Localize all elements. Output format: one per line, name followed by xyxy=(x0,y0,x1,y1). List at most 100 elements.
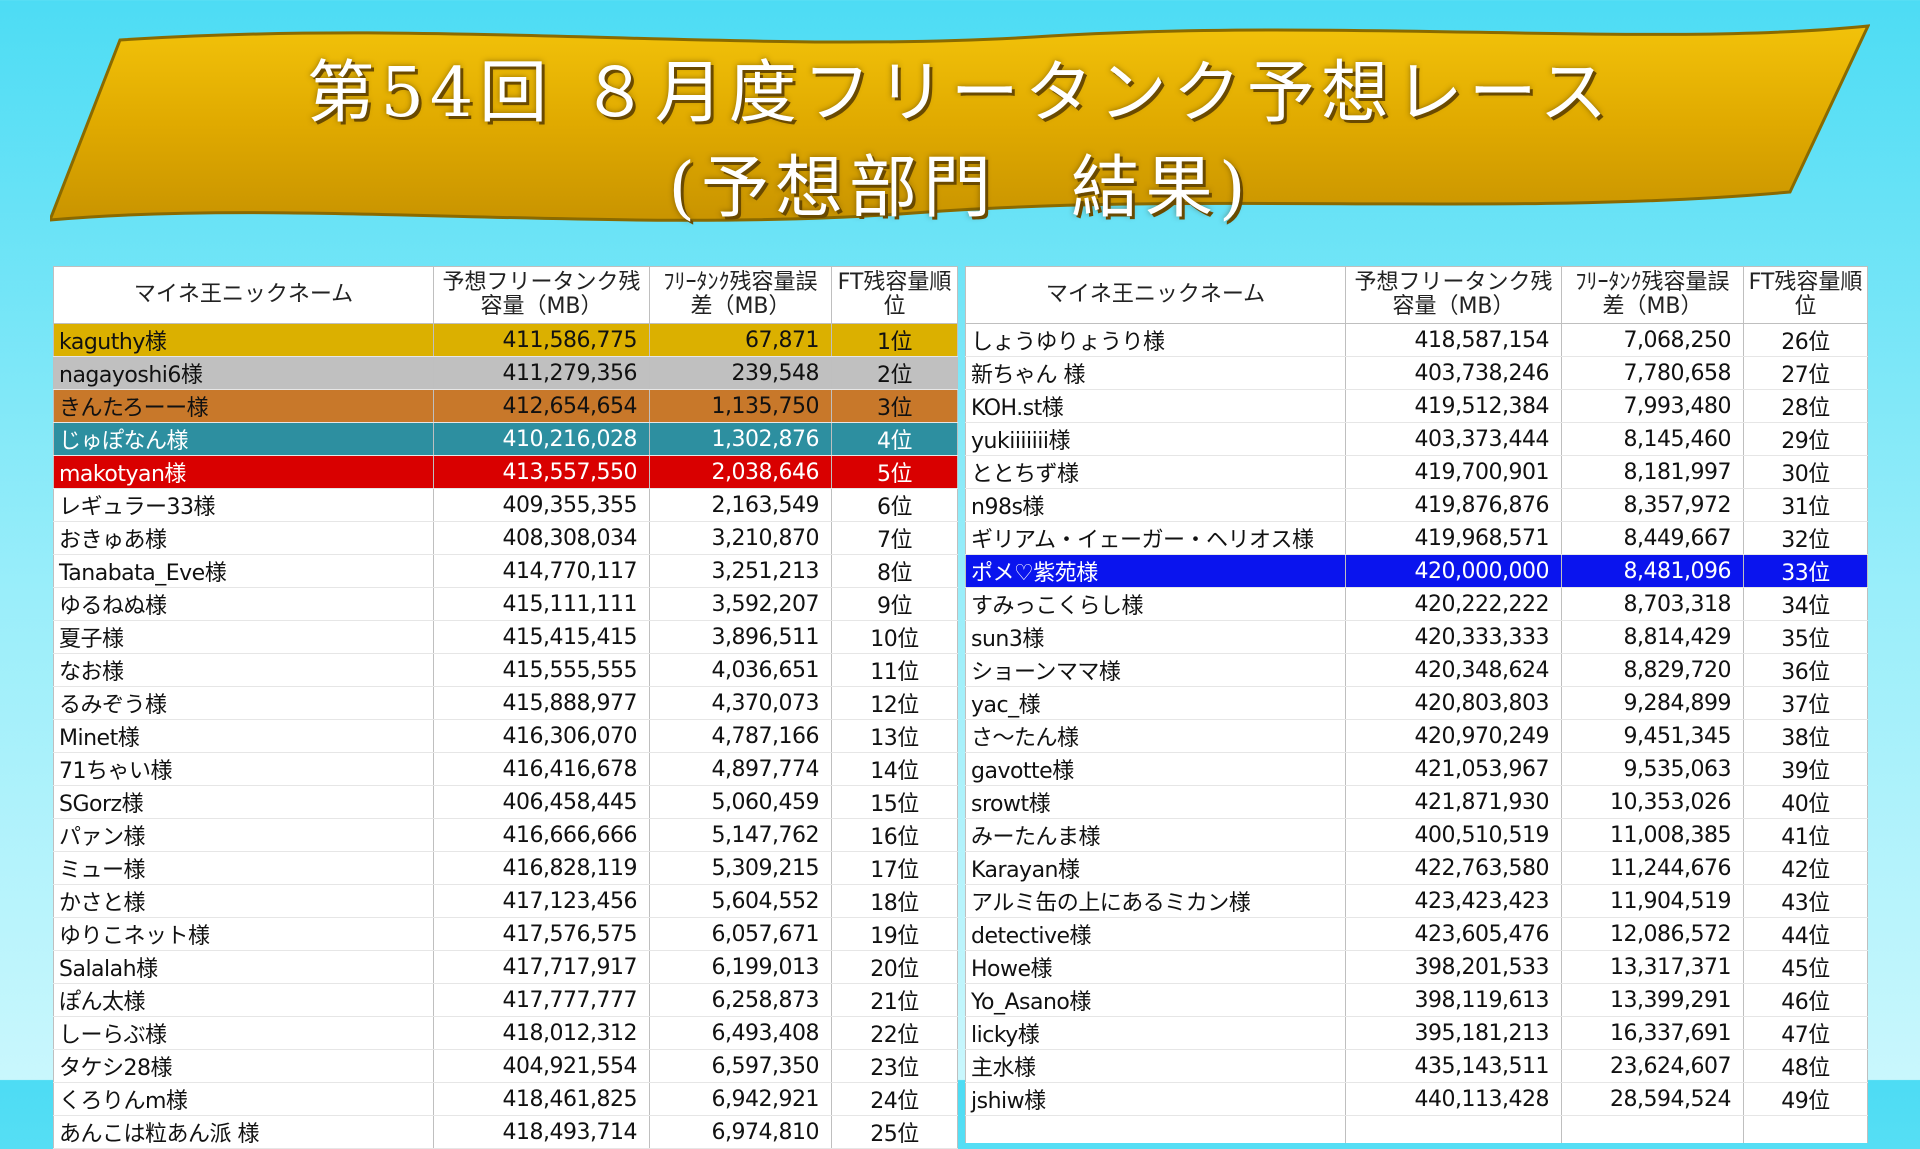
capacity-diff: 4,787,166 xyxy=(649,719,832,753)
predicted-capacity: 412,654,654 xyxy=(433,389,650,423)
capacity-diff: 3,592,207 xyxy=(649,587,832,621)
predicted-capacity: 403,738,246 xyxy=(1345,356,1562,390)
participant-name: detective様 xyxy=(965,917,1346,951)
table-row: すみっこくらし様 420,222,222 8,703,318 34位 xyxy=(965,587,1868,621)
table-row: ミュー様 416,828,119 5,309,215 17位 xyxy=(53,851,958,885)
predicted-capacity: 404,921,554 xyxy=(433,1049,650,1083)
table-row: なお様 415,555,555 4,036,651 11位 xyxy=(53,653,958,687)
predicted-capacity: 421,871,930 xyxy=(1345,785,1562,819)
capacity-diff: 11,244,676 xyxy=(1561,851,1744,885)
predicted-capacity: 415,555,555 xyxy=(433,653,650,687)
table-row: くろりんm様 418,461,825 6,942,921 24位 xyxy=(53,1082,958,1116)
table-row: makotyan様 413,557,550 2,038,646 5位 xyxy=(53,455,958,489)
participant-name: licky様 xyxy=(965,1016,1346,1050)
participant-name: Salalah様 xyxy=(53,950,434,984)
participant-name: パァン様 xyxy=(53,818,434,852)
predicted-capacity: 422,763,580 xyxy=(1345,851,1562,885)
table-row: Minet様 416,306,070 4,787,166 13位 xyxy=(53,719,958,753)
table-row: KOH.st様 419,512,384 7,993,480 28位 xyxy=(965,389,1868,423)
capacity-diff: 239,548 xyxy=(649,356,832,390)
header-nickname: マイネ王ニックネーム xyxy=(965,266,1346,324)
participant-name: すみっこくらし様 xyxy=(965,587,1346,621)
capacity-diff: 5,147,762 xyxy=(649,818,832,852)
rank-cell: 31位 xyxy=(1743,488,1868,522)
rank-cell: 12位 xyxy=(831,686,958,720)
rank-cell: 4位 xyxy=(831,422,958,456)
participant-name: makotyan様 xyxy=(53,455,434,489)
capacity-diff: 6,974,810 xyxy=(649,1115,832,1149)
capacity-diff: 1,135,750 xyxy=(649,389,832,423)
capacity-diff: 9,451,345 xyxy=(1561,719,1744,753)
rank-cell: 35位 xyxy=(1743,620,1868,654)
predicted-capacity: 416,666,666 xyxy=(433,818,650,852)
predicted-capacity: 419,968,571 xyxy=(1345,521,1562,555)
capacity-diff: 16,337,691 xyxy=(1561,1016,1744,1050)
rank-cell: 32位 xyxy=(1743,521,1868,555)
capacity-diff: 4,036,651 xyxy=(649,653,832,687)
capacity-diff: 6,057,671 xyxy=(649,917,832,951)
rank-cell: 1位 xyxy=(831,323,958,357)
title-banner: 第54回 ８月度フリータンク予想レース (予想部門 結果) xyxy=(50,22,1870,232)
empty-row xyxy=(965,1115,1868,1143)
table-row: 新ちゃん 様 403,738,246 7,780,658 27位 xyxy=(965,356,1868,390)
table-row: ギリアム・イェーガー・ヘリオス様 419,968,571 8,449,667 32位 xyxy=(965,521,1868,555)
capacity-diff: 3,251,213 xyxy=(649,554,832,588)
participant-name: SGorz様 xyxy=(53,785,434,819)
table-row: jshiw様 440,113,428 28,594,524 49位 xyxy=(965,1082,1868,1116)
table-row: ととちず様 419,700,901 8,181,997 30位 xyxy=(965,455,1868,489)
capacity-diff: 5,060,459 xyxy=(649,785,832,819)
predicted-capacity: 419,512,384 xyxy=(1345,389,1562,423)
header-nickname: マイネ王ニックネーム xyxy=(53,266,434,324)
header-rank: FT残容量順位 xyxy=(1743,266,1868,324)
participant-name: Tanabata_Eve様 xyxy=(53,554,434,588)
rank-cell: 10位 xyxy=(831,620,958,654)
capacity-diff: 8,829,720 xyxy=(1561,653,1744,687)
predicted-capacity: 400,510,519 xyxy=(1345,818,1562,852)
rank-cell: 34位 xyxy=(1743,587,1868,621)
rank-cell: 48位 xyxy=(1743,1049,1868,1083)
rank-cell: 29位 xyxy=(1743,422,1868,456)
table-row: Yo_Asano様 398,119,613 13,399,291 46位 xyxy=(965,983,1868,1017)
rank-cell: 22位 xyxy=(831,1016,958,1050)
predicted-capacity: 408,308,034 xyxy=(433,521,650,555)
table-row: gavotte様 421,053,967 9,535,063 39位 xyxy=(965,752,1868,786)
table-row: アルミ缶の上にあるミカン様 423,423,423 11,904,519 43位 xyxy=(965,884,1868,918)
rank-cell: 17位 xyxy=(831,851,958,885)
banner-ribbon-shape xyxy=(50,24,1870,222)
predicted-capacity: 406,458,445 xyxy=(433,785,650,819)
capacity-diff: 9,535,063 xyxy=(1561,752,1744,786)
table-row: タケシ28様 404,921,554 6,597,350 23位 xyxy=(53,1049,958,1083)
table-row: ゆりこネット様 417,576,575 6,057,671 19位 xyxy=(53,917,958,951)
predicted-capacity: 416,306,070 xyxy=(433,719,650,753)
capacity-diff: 11,904,519 xyxy=(1561,884,1744,918)
rank-cell: 39位 xyxy=(1743,752,1868,786)
table-row: 主水様 435,143,511 23,624,607 48位 xyxy=(965,1049,1868,1083)
participant-name: jshiw様 xyxy=(965,1082,1346,1116)
rank-cell: 18位 xyxy=(831,884,958,918)
predicted-capacity: 423,423,423 xyxy=(1345,884,1562,918)
empty-cell xyxy=(1345,1115,1562,1143)
table-row: きんたろーー様 412,654,654 1,135,750 3位 xyxy=(53,389,958,423)
capacity-diff: 3,210,870 xyxy=(649,521,832,555)
predicted-capacity: 410,216,028 xyxy=(433,422,650,456)
participant-name: くろりんm様 xyxy=(53,1082,434,1116)
participant-name: アルミ缶の上にあるミカン様 xyxy=(965,884,1346,918)
table-row: しーらぶ様 418,012,312 6,493,408 22位 xyxy=(53,1016,958,1050)
participant-name: yac_様 xyxy=(965,686,1346,720)
rank-cell: 42位 xyxy=(1743,851,1868,885)
table-row: Karayan様 422,763,580 11,244,676 42位 xyxy=(965,851,1868,885)
capacity-diff: 12,086,572 xyxy=(1561,917,1744,951)
header-prediction: 予想フリータンク残容量（MB） xyxy=(433,266,650,324)
rank-cell: 27位 xyxy=(1743,356,1868,390)
capacity-diff: 4,370,073 xyxy=(649,686,832,720)
results-table-left: マイネ王ニックネーム 予想フリータンク残容量（MB） ﾌﾘｰﾀﾝｸ残容量誤差（M… xyxy=(53,266,958,1149)
predicted-capacity: 418,461,825 xyxy=(433,1082,650,1116)
rank-cell: 41位 xyxy=(1743,818,1868,852)
participant-name: Karayan様 xyxy=(965,851,1346,885)
capacity-diff: 8,814,429 xyxy=(1561,620,1744,654)
participant-name: KOH.st様 xyxy=(965,389,1346,423)
predicted-capacity: 420,333,333 xyxy=(1345,620,1562,654)
participant-name: n98s様 xyxy=(965,488,1346,522)
capacity-diff: 2,038,646 xyxy=(649,455,832,489)
participant-name: タケシ28様 xyxy=(53,1049,434,1083)
